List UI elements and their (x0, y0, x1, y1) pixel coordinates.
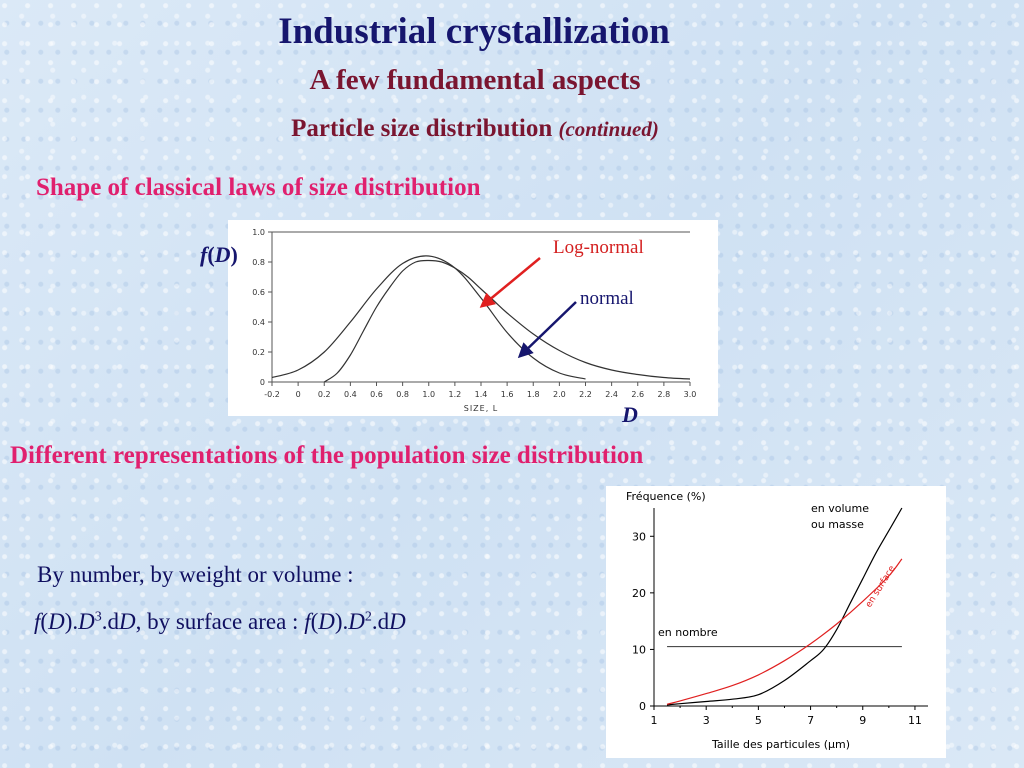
chart2-legend-number: en nombre (658, 626, 718, 639)
chart-distribution-laws: -0.2 0 0.2 0.4 0.6 0.8 1.0 1.2 1.4 1.6 1.8 2.0 2.2 2.… (228, 220, 718, 416)
chart1-x-tick-label: 2.4 (605, 390, 618, 399)
chart1-y-tick-label: 0.4 (252, 318, 265, 327)
y-label-open: ( (207, 242, 215, 267)
chart2-y-tick-label: 0 (639, 700, 646, 713)
chart2-series-volume (666, 507, 903, 706)
slide-subtitle: A few fundamental aspects (309, 64, 641, 96)
chart1-svg: -0.2 0 0.2 0.4 0.6 0.8 1.0 1.2 1.4 1.6 1.8 2.0 2.2 2.… (252, 228, 697, 413)
chart1-x-tick-label: 1.2 (449, 390, 462, 399)
body-line-1: By number, by weight or volume : (37, 562, 354, 587)
chart1-annotation-lognormal: Log-normal (553, 237, 644, 258)
chart2-x-tick-label: 11 (908, 714, 922, 727)
chart1-x-tick-label: 2.6 (631, 390, 644, 399)
chart2-y-tick-label: 20 (632, 587, 646, 600)
section-main: Particle size distribution (291, 115, 553, 142)
arrow-normal (517, 301, 577, 359)
y-label-f: f (200, 242, 208, 267)
y-axis-label-fD: f(D) (200, 242, 238, 268)
chart2-y-tick-label: 30 (632, 530, 646, 543)
chart1-x-tick-label: 3.0 (684, 390, 697, 399)
chart2-x-tick-label: 5 (755, 714, 762, 727)
chart1-x-tick-label: 2.8 (658, 390, 671, 399)
chart2-xlabel: Taille des particules (µm) (711, 738, 850, 751)
chart1-y-tick-label: 1.0 (252, 228, 265, 237)
heading-representations: Different representations of the populat… (10, 442, 644, 469)
heading-shape-of-laws: Shape of classical laws of size distribu… (36, 174, 481, 201)
chart1-x-tick-label: 1.8 (527, 390, 540, 399)
chart1-x-tick-label: 0.2 (318, 390, 331, 399)
chart1-y-tick-label: 0.6 (252, 288, 265, 297)
chart-frequency-representations: 0 10 20 30 1 3 5 7 9 11 Fréquence (%) Taille des pa… (606, 486, 946, 758)
chart1-y-tick-label: 0 (260, 378, 265, 387)
slide-title: Industrial crystallization (278, 11, 670, 52)
chart1-x-tick-label: -0.2 (264, 390, 280, 399)
section-note: (continued) (558, 117, 659, 141)
chart2-svg: 0 10 20 30 1 3 5 7 9 11 Fréquence (%) Taille des pa… (626, 490, 928, 751)
chart1-series-normal (271, 255, 586, 380)
formula-dot1: .d (101, 609, 119, 634)
chart2-legend-volume-2: ou masse (811, 518, 864, 531)
chart1-x-tick-label: 2.2 (579, 390, 592, 399)
x-axis-label-D: D (622, 402, 638, 427)
formula-p3: ( (310, 609, 319, 634)
chart1-x-tick-label: 0.8 (396, 390, 409, 399)
chart1-x-tick-label: 0 (296, 390, 301, 399)
chart2-x-tick-label: 1 (651, 714, 658, 727)
chart2-x-tick-label: 9 (859, 714, 866, 727)
chart2-series-surface (666, 558, 903, 705)
section-title: Particle size distribution (continued) (0, 115, 950, 143)
formula-D3: D (118, 609, 136, 634)
formula-mid: , by surface area : (135, 609, 305, 634)
formula-f2: f (304, 609, 311, 634)
formula-D6: D (389, 609, 406, 634)
formula-p2: ). (64, 609, 79, 634)
chart1-y-tick-label: 0.2 (252, 348, 265, 357)
chart2-ylabel: Fréquence (%) (626, 490, 706, 503)
chart2-y-tick-label: 10 (632, 643, 646, 656)
formula-exp1: 3 (94, 609, 102, 625)
chart2-x-tick-label: 7 (807, 714, 814, 727)
y-label-D: D (214, 242, 231, 267)
chart1-xlabel: SIZE, L (464, 404, 499, 413)
formula-p1: ( (40, 609, 49, 634)
chart1-y-tick-label: 0.8 (252, 258, 265, 267)
chart1-x-tick-label: 1.4 (475, 390, 488, 399)
formula-line: f(D).D3.dD, by surface area : f(D).D2.dD (34, 609, 406, 635)
arrow-lognormal (479, 257, 541, 308)
chart1-series-log-normal (323, 259, 691, 383)
formula-p4: ). (334, 609, 349, 634)
chart1-x-tick-label: 0.4 (344, 390, 357, 399)
formula-D4: D (318, 609, 335, 634)
formula-f1: f (34, 609, 41, 634)
formula-dot2: .d (371, 609, 390, 634)
formula-exp2: 2 (364, 609, 372, 625)
chart2-x-tick-label: 3 (703, 714, 710, 727)
chart1-x-tick-label: 0.6 (370, 390, 383, 399)
chart1-x-tick-label: 2.0 (553, 390, 566, 399)
chart2-legend-surface: en surface (864, 564, 898, 610)
formula-D5: D (348, 609, 365, 634)
chart2-legend-volume-1: en volume (811, 502, 869, 515)
chart1-annotation-normal: normal (580, 288, 634, 309)
chart1-x-tick-label: 1.0 (422, 390, 435, 399)
formula-D1: D (48, 609, 65, 634)
chart1-x-tick-label: 1.6 (501, 390, 514, 399)
y-label-close: ) (230, 242, 238, 267)
formula-D2: D (78, 609, 95, 634)
